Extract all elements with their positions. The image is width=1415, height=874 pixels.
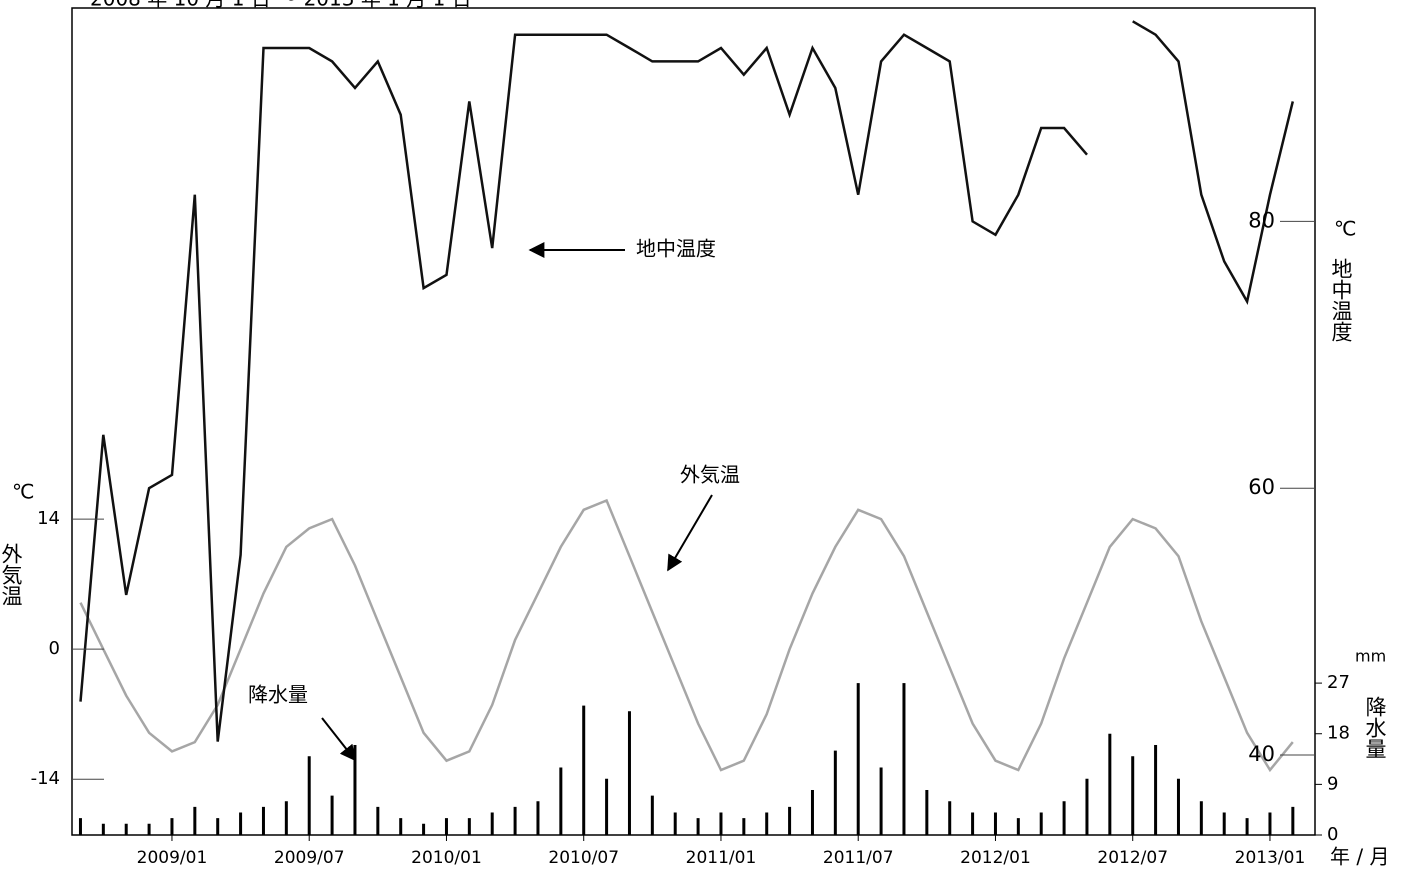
y-axis-title: 外気温 bbox=[0, 543, 23, 606]
y3-axis-title: 降水量 bbox=[1363, 696, 1387, 759]
x-tick-label: 2009/07 bbox=[274, 848, 345, 868]
x-tick-label: 2009/01 bbox=[137, 848, 208, 868]
y2-tick-label: 60 bbox=[1248, 475, 1275, 499]
bar bbox=[1245, 818, 1249, 835]
chart-subtitle: 2008 年 10 月 1 日 ～ 2013 年 1 月 1 日 bbox=[90, 0, 472, 11]
bar bbox=[971, 812, 975, 835]
bar bbox=[1176, 778, 1180, 835]
bar bbox=[193, 806, 197, 835]
bar bbox=[101, 823, 105, 835]
bar bbox=[1131, 756, 1135, 835]
y2-unit: ℃ bbox=[1334, 217, 1356, 241]
bar bbox=[948, 801, 952, 835]
bar bbox=[147, 823, 151, 835]
bar bbox=[536, 801, 540, 835]
bar bbox=[353, 744, 357, 835]
bar bbox=[376, 806, 380, 835]
bar bbox=[124, 823, 128, 835]
bar bbox=[330, 795, 334, 835]
bar bbox=[239, 812, 243, 835]
y-tick-label: 0 bbox=[49, 638, 60, 659]
y-tick-label: 14 bbox=[37, 508, 60, 529]
bar bbox=[513, 806, 517, 835]
bar bbox=[627, 711, 631, 835]
bar bbox=[78, 818, 82, 835]
bar bbox=[170, 818, 174, 835]
bar bbox=[673, 812, 677, 835]
series-line bbox=[79, 20, 1295, 742]
bar bbox=[605, 778, 609, 835]
y-unit: ℃ bbox=[12, 480, 34, 504]
y3-tick-label: 0 bbox=[1327, 824, 1338, 845]
bar bbox=[444, 818, 448, 835]
y3-tick-label: 9 bbox=[1327, 773, 1338, 794]
x-tick-label: 2011/01 bbox=[686, 848, 757, 868]
bar bbox=[582, 705, 586, 835]
bar bbox=[902, 683, 906, 835]
x-tick-label: 2013/01 bbox=[1235, 848, 1306, 868]
bar bbox=[925, 789, 929, 835]
y3-tick-label: 27 bbox=[1327, 672, 1350, 693]
bar bbox=[856, 683, 860, 835]
bar bbox=[993, 812, 997, 835]
x-tick-label: 2011/07 bbox=[823, 848, 894, 868]
x-tick-label: 2012/01 bbox=[960, 848, 1031, 868]
bar bbox=[788, 806, 792, 835]
bar bbox=[1268, 812, 1272, 835]
bar bbox=[1039, 812, 1043, 835]
bar bbox=[1108, 733, 1112, 835]
bar bbox=[467, 818, 471, 835]
bar bbox=[284, 801, 288, 835]
y3-unit: mm bbox=[1355, 647, 1386, 666]
annotation-arrow bbox=[667, 494, 713, 572]
bar bbox=[1085, 778, 1089, 835]
series-line bbox=[79, 498, 1294, 773]
bar bbox=[1154, 744, 1158, 835]
bar bbox=[1016, 818, 1020, 835]
x-tick-label: 2012/07 bbox=[1097, 848, 1168, 868]
annotation-arrow bbox=[321, 717, 356, 762]
bar bbox=[833, 750, 837, 835]
plot-frame bbox=[71, 7, 1316, 836]
bar bbox=[879, 767, 883, 835]
bar bbox=[1199, 801, 1203, 835]
bar bbox=[650, 795, 654, 835]
bar bbox=[1222, 812, 1226, 835]
y3-tick-label: 18 bbox=[1327, 723, 1350, 744]
x-axis-title: 年 / 月 bbox=[1330, 845, 1389, 869]
y2-tick-label: 40 bbox=[1248, 742, 1275, 766]
annotation: 降水量 bbox=[248, 683, 308, 707]
x-tick-label: 2010/01 bbox=[411, 848, 482, 868]
annotation: 地中温度 bbox=[636, 237, 716, 261]
y2-axis-title: 地中温度 bbox=[1329, 258, 1353, 342]
bar bbox=[307, 756, 311, 835]
plot-area bbox=[78, 20, 1295, 835]
bar bbox=[261, 806, 265, 835]
bar bbox=[399, 818, 403, 835]
bar bbox=[742, 818, 746, 835]
y-tick-label: -14 bbox=[31, 768, 60, 789]
x-tick-label: 2010/07 bbox=[548, 848, 619, 868]
bar bbox=[719, 812, 723, 835]
annotation: 外気温 bbox=[680, 463, 740, 487]
y2-tick-label: 80 bbox=[1248, 208, 1275, 232]
bar bbox=[422, 823, 426, 835]
bar bbox=[696, 818, 700, 835]
bar bbox=[1062, 801, 1066, 835]
bar bbox=[810, 789, 814, 835]
bar bbox=[490, 812, 494, 835]
bar bbox=[1291, 806, 1295, 835]
bar bbox=[216, 818, 220, 835]
bar bbox=[559, 767, 563, 835]
bar bbox=[765, 812, 769, 835]
